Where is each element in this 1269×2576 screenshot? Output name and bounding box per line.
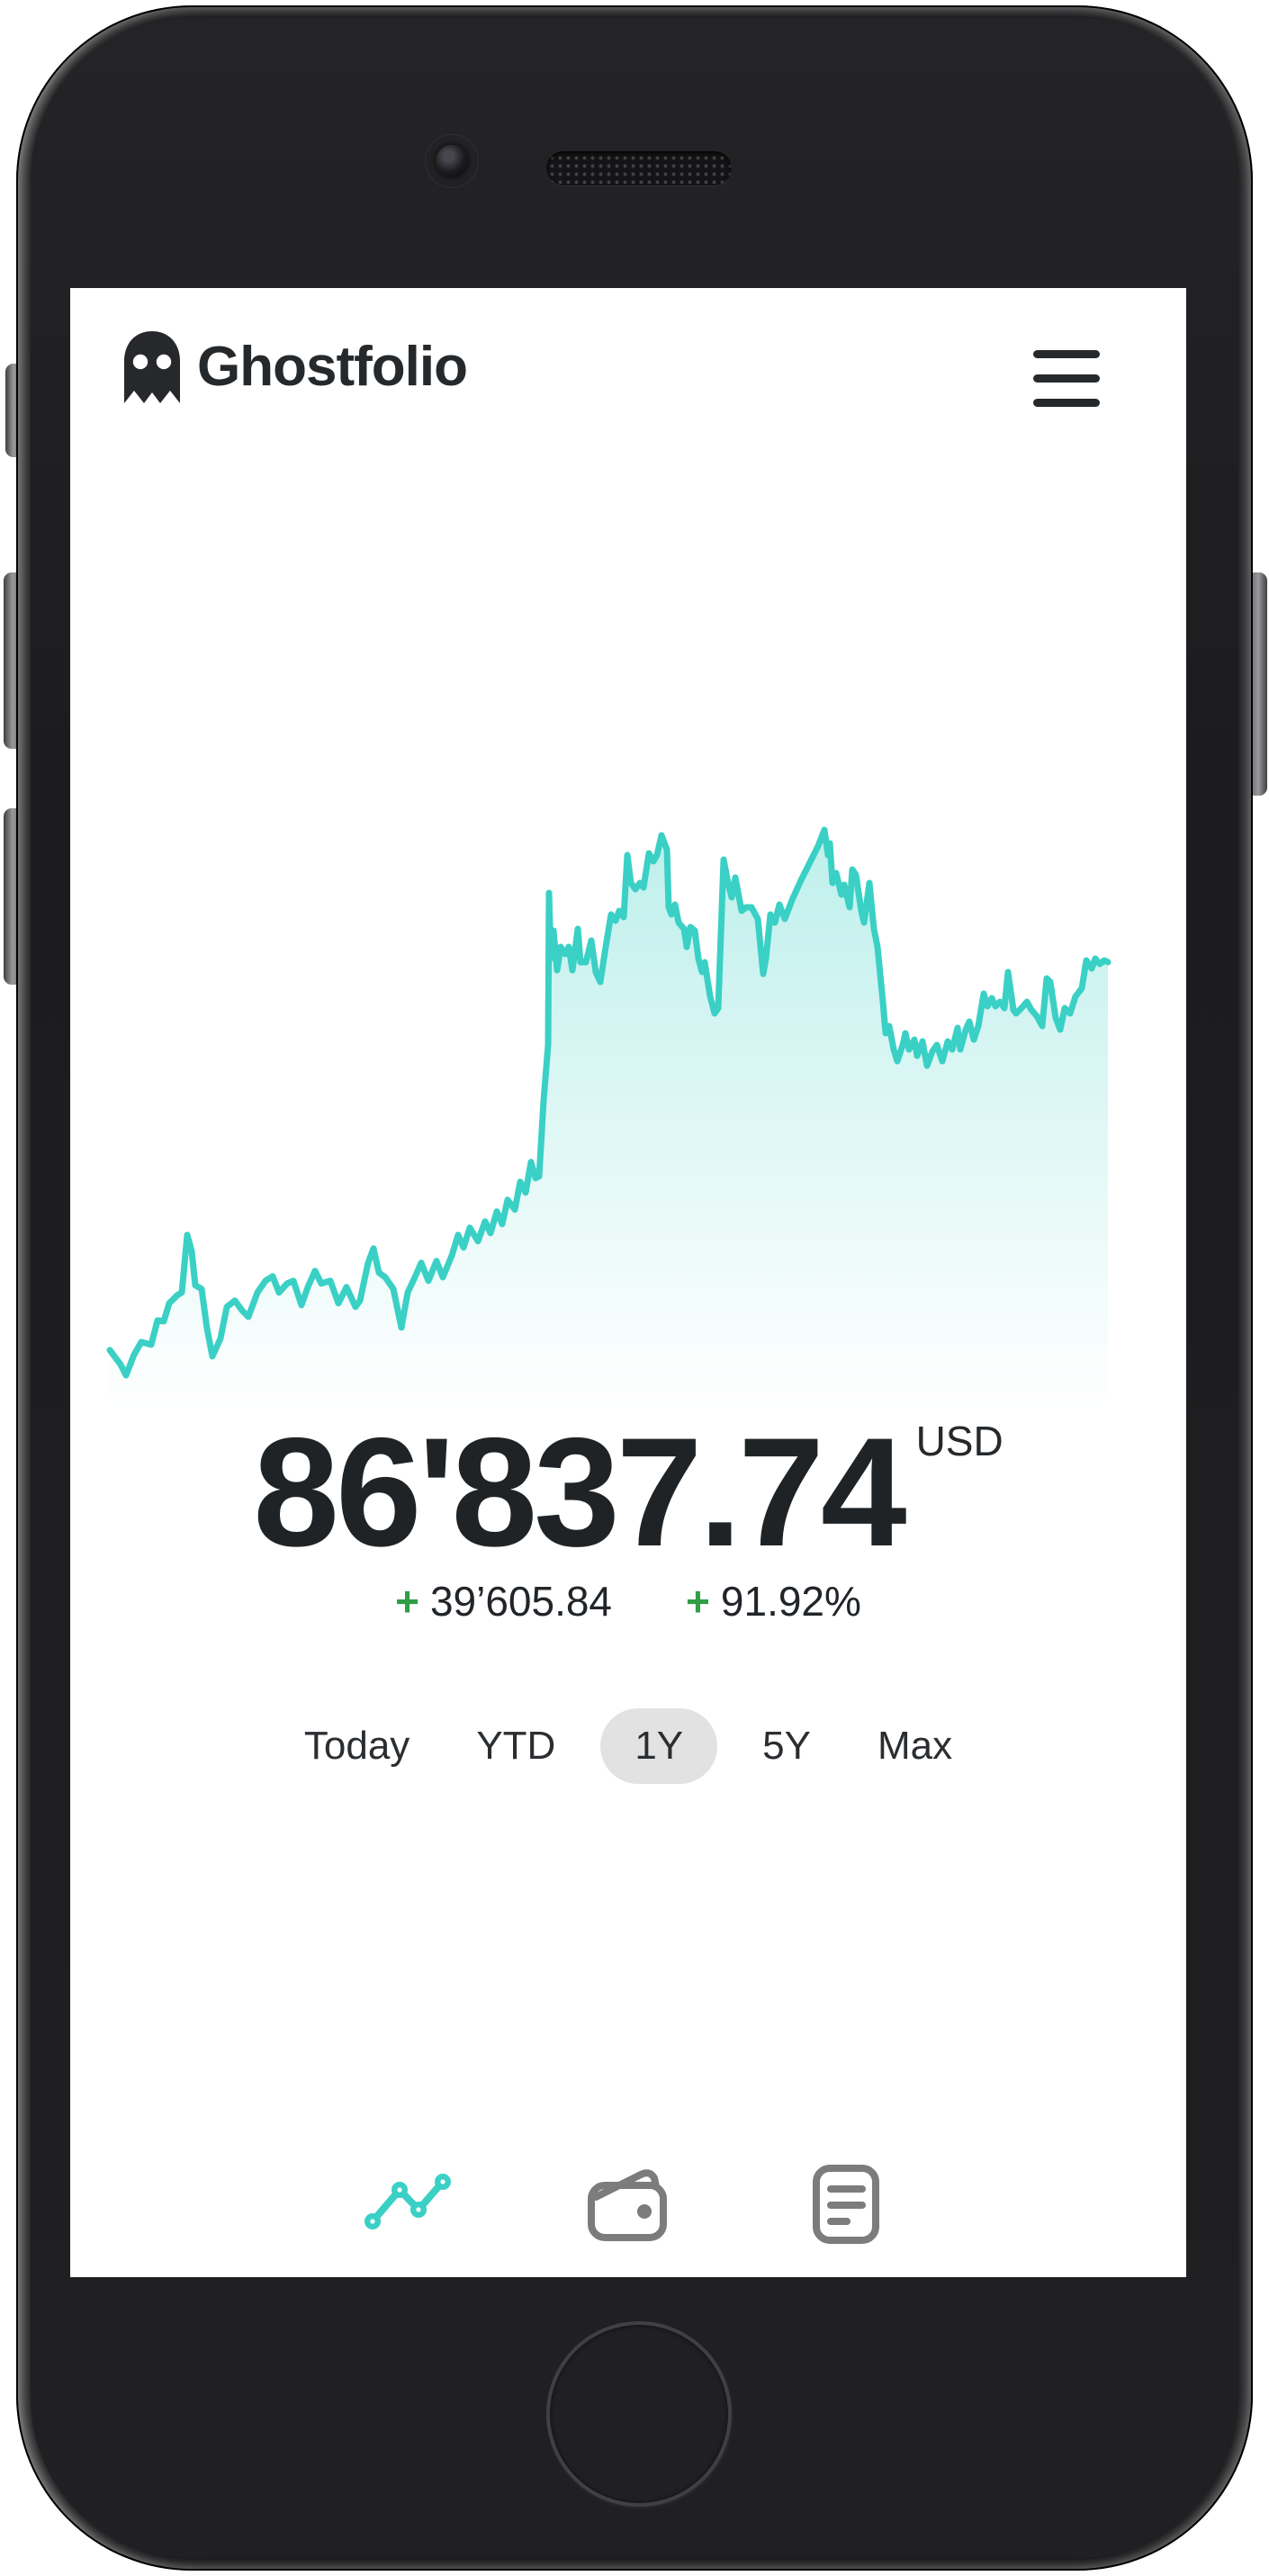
range-option-today[interactable]: Today: [283, 1708, 431, 1784]
portfolio-value: 86'837.74: [253, 1406, 906, 1579]
nav-tab-overview[interactable]: [346, 2158, 472, 2252]
change-percent-value: 91.92%: [720, 1578, 861, 1625]
portfolio-value-row: 86'837.74 USD: [70, 1415, 1186, 1570]
range-option-max[interactable]: Max: [856, 1708, 974, 1784]
nav-tab-report[interactable]: [783, 2158, 909, 2252]
app-header: Ghostfolio: [120, 324, 1146, 410]
report-icon: [812, 2164, 880, 2247]
date-range-selector: Today YTD 1Y 5Y Max: [70, 1708, 1186, 1784]
menu-button[interactable]: [1022, 337, 1112, 419]
plus-icon: +: [686, 1578, 710, 1625]
home-button: [546, 2321, 732, 2507]
change-percent: + 91.92%: [686, 1577, 861, 1626]
range-option-1y[interactable]: 1Y: [600, 1708, 718, 1784]
portfolio-change-row: + 39’605.84 + 91.92%: [70, 1577, 1186, 1626]
wallet-icon: [585, 2166, 671, 2245]
front-camera-icon: [436, 145, 468, 177]
portfolio-performance-chart[interactable]: [70, 792, 1186, 1413]
app-screen: Ghostfolio: [70, 288, 1186, 2277]
range-option-ytd[interactable]: YTD: [454, 1708, 577, 1784]
hamburger-menu-icon: [1033, 349, 1100, 358]
phone-frame: Ghostfolio: [16, 5, 1253, 2571]
chart-line: [106, 826, 1112, 1379]
change-absolute-value: 39’605.84: [429, 1578, 613, 1625]
chart-area-fill: [110, 830, 1108, 1411]
app-logo[interactable]: Ghostfolio: [120, 329, 468, 405]
line-chart-icon: [357, 2170, 462, 2241]
front-camera-ring: [425, 134, 479, 188]
speaker-grille: [546, 151, 732, 185]
currency-label: USD: [915, 1418, 1004, 1464]
plus-icon: +: [395, 1578, 419, 1625]
nav-tab-wallet[interactable]: [565, 2158, 691, 2252]
change-absolute: + 39’605.84: [395, 1577, 612, 1626]
range-option-5y[interactable]: 5Y: [741, 1708, 832, 1784]
app-title: Ghostfolio: [197, 336, 468, 398]
ghost-icon: [120, 329, 184, 405]
